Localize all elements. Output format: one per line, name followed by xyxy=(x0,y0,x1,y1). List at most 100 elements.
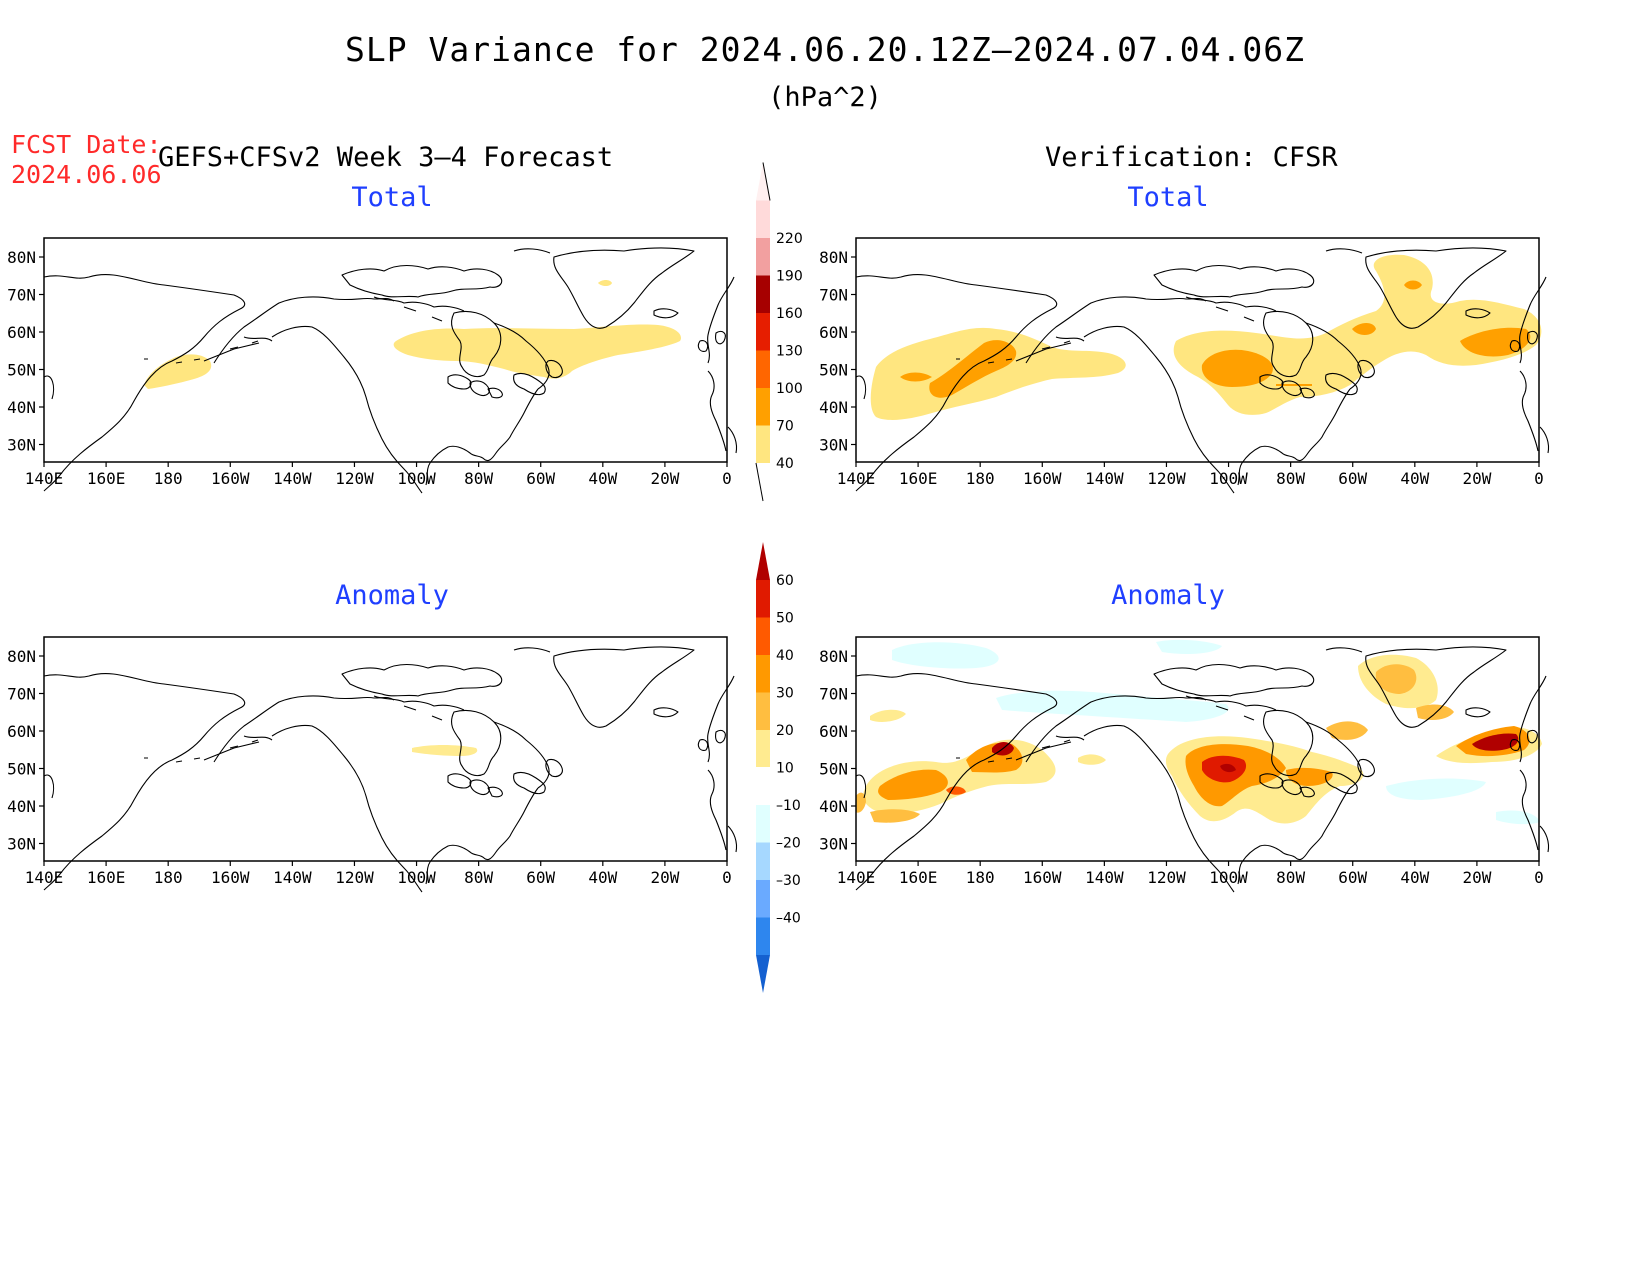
verification-anomaly-contour-fill xyxy=(1326,721,1368,740)
verification-anomaly-map: 80N 70N 60N 50N 40N 30N 140E 160E 180 160W 140W 12… xyxy=(819,636,1550,893)
colorbar-anomaly-label: –20 xyxy=(776,836,801,852)
lat-tick-label: 70N xyxy=(7,685,36,704)
lat-tick-label: 30N xyxy=(7,835,36,854)
lon-tick-label: 180 xyxy=(966,868,995,887)
lon-tick-label: 160W xyxy=(211,469,250,488)
lon-tick-label: 40W xyxy=(1400,868,1429,887)
verification-total-contour-fill xyxy=(870,327,1126,420)
lon-tick-label: 180 xyxy=(154,469,183,488)
forecast-total-map: 80N 70N 60N 50N 40N 30N 140E 160E 180 160W 140W 12… xyxy=(7,237,738,494)
forecast-anomaly-map: 80N 70N 60N 50N 40N 30N 140E 160E 180 160W 140W 12… xyxy=(7,636,738,893)
colorbar-total-label: 220 xyxy=(776,231,803,247)
verification-total-contour-fill xyxy=(1201,349,1273,387)
colorbar-total-swatch xyxy=(756,200,770,238)
colorbar-anomaly-label: –40 xyxy=(776,911,801,927)
lat-tick-label: 50N xyxy=(7,760,36,779)
colorbar-anomaly-label: –10 xyxy=(776,798,801,814)
lon-tick-label: 40W xyxy=(1400,469,1429,488)
colorbar-total: 40 70 100 130 160 190 220 xyxy=(755,162,803,502)
verification-anomaly-title: Anomaly xyxy=(1111,580,1225,611)
verification-anomaly-contour-fill xyxy=(1472,733,1519,751)
lat-tick-label: 40N xyxy=(7,398,36,417)
lat-tick-label: 30N xyxy=(7,436,36,455)
lat-axis: 80N 70N 60N 50N 40N 30N xyxy=(819,248,856,455)
lat-tick-label: 80N xyxy=(819,248,848,267)
colorbar-total-label: 40 xyxy=(776,456,794,472)
lat-tick-label: 70N xyxy=(819,685,848,704)
figure-units: (hPa^2) xyxy=(768,82,882,113)
verification-total-map: 80N 70N 60N 50N 40N 30N 140E 160E 180 160W 140W 12… xyxy=(819,237,1550,494)
verification-anomaly-contour-fill xyxy=(1220,763,1236,773)
lat-axis: 80N 70N 60N 50N 40N 30N xyxy=(7,647,44,854)
lon-tick-label: 60W xyxy=(526,469,555,488)
forecast-total-contour-fill xyxy=(144,354,212,389)
map-frame xyxy=(43,237,728,463)
colorbar-anomaly-label: 20 xyxy=(776,723,794,739)
colorbar-total-swatch xyxy=(756,275,770,313)
lon-axis: 140E 160E 180 160W 140W 120W 100W 80W 60W 40W 20W 0 xyxy=(837,861,1544,887)
lat-tick-label: 70N xyxy=(819,286,848,305)
lon-tick-label: 80W xyxy=(1276,469,1305,488)
verification-total-contour-fill xyxy=(900,372,932,382)
colorbar-total-label: 130 xyxy=(776,344,803,360)
lon-tick-label: 20W xyxy=(1462,469,1491,488)
lon-axis: 140E 160E 180 160W 140W 120W 100W 80W 60W 40W 20W 0 xyxy=(837,462,1544,488)
lon-tick-label: 160E xyxy=(87,469,126,488)
colorbar-total-swatch xyxy=(756,313,770,351)
verification-anomaly-negative-fill xyxy=(1156,639,1222,654)
lat-tick-label: 80N xyxy=(7,647,36,666)
lon-tick-label: 160E xyxy=(899,868,938,887)
lon-tick-label: 0 xyxy=(1534,868,1544,887)
colorbar-total-label: 160 xyxy=(776,306,803,322)
lon-axis: 140E 160E 180 160W 140W 120W 100W 80W 60W 40W 20W 0 xyxy=(25,861,732,887)
lat-tick-label: 40N xyxy=(819,797,848,816)
lon-tick-label: 80W xyxy=(464,868,493,887)
colorbar-anomaly-label: 60 xyxy=(776,573,794,589)
lon-tick-label: 160E xyxy=(87,868,126,887)
verification-anomaly-contour-fill xyxy=(946,786,966,795)
lon-tick-label: 60W xyxy=(1338,469,1367,488)
colorbar-anomaly-label: 40 xyxy=(776,648,794,664)
lat-tick-label: 60N xyxy=(7,323,36,342)
lat-tick-label: 50N xyxy=(7,361,36,380)
lon-tick-label: 100W xyxy=(1209,469,1248,488)
lon-tick-label: 140W xyxy=(1085,469,1124,488)
lon-tick-label: 140W xyxy=(273,469,312,488)
lon-tick-label: 120W xyxy=(335,868,374,887)
lon-axis: 140E 160E 180 160W 140W 120W 100W 80W 60W 40W 20W 0 xyxy=(25,462,732,488)
verification-anomaly-negative-fill xyxy=(892,642,999,669)
lon-tick-label: 100W xyxy=(397,868,436,887)
lon-tick-label: 160W xyxy=(1023,469,1062,488)
verification-anomaly-contour-fill xyxy=(870,709,906,722)
fcst-date-value: 2024.06.06 xyxy=(11,160,162,189)
lon-tick-label: 160W xyxy=(211,868,250,887)
verification-anomaly-contour-fill xyxy=(1375,664,1417,694)
colorbar-anomaly-swatch xyxy=(756,842,770,880)
lon-tick-label: 160W xyxy=(1023,868,1062,887)
verification-total-title: Total xyxy=(1127,182,1209,213)
colorbar-anomaly-swatch xyxy=(756,617,770,655)
colorbar-anomaly-swatch xyxy=(756,655,770,693)
lon-tick-label: 140W xyxy=(273,868,312,887)
lon-tick-label: 20W xyxy=(650,868,679,887)
lon-tick-label: 40W xyxy=(588,469,617,488)
colorbar-anomaly-swatch xyxy=(756,805,770,843)
lon-tick-label: 0 xyxy=(722,868,732,887)
lon-tick-label: 100W xyxy=(1209,868,1248,887)
verification-anomaly-contour-fill xyxy=(856,792,866,813)
colorbar-total-swatch xyxy=(756,350,770,388)
lon-tick-label: 120W xyxy=(1147,469,1186,488)
map-frame xyxy=(855,636,1540,862)
lon-tick-label: 20W xyxy=(1462,868,1491,887)
colorbar-anomaly-swatch xyxy=(755,767,771,806)
map-frame xyxy=(855,237,1540,463)
lat-tick-label: 50N xyxy=(819,361,848,380)
lon-tick-label: 180 xyxy=(154,868,183,887)
verification-anomaly-negative-fill xyxy=(1386,778,1486,800)
lat-tick-label: 40N xyxy=(7,797,36,816)
lon-tick-label: 40W xyxy=(588,868,617,887)
lon-tick-label: 160E xyxy=(899,469,938,488)
lat-tick-label: 80N xyxy=(819,647,848,666)
colorbar-anomaly-swatch xyxy=(756,580,770,618)
colorbar-anomaly-bottom-arrow xyxy=(756,955,770,993)
